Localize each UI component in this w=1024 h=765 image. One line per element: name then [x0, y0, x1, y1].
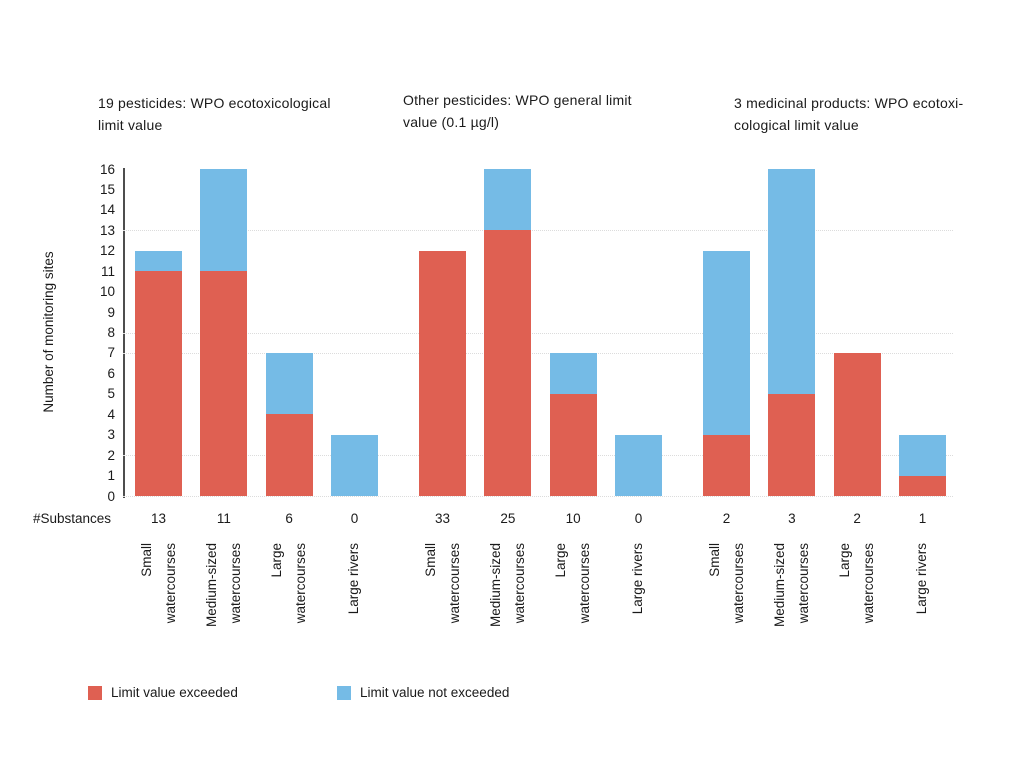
x-axis-category-label: Medium-sized watercourses [203, 543, 243, 628]
substances-count: 6 [285, 511, 293, 526]
panel-title-2: Other pesticides: WPO general limit valu… [403, 89, 632, 133]
substances-row-label: #Substances [33, 511, 112, 526]
panel-title-line: limit value [98, 117, 163, 133]
gridline [123, 230, 953, 232]
x-axis-category-label: Large watercourses [553, 543, 593, 624]
bar-segment-not-exceeded [768, 169, 816, 394]
substances-count: 0 [350, 511, 359, 526]
gridline [123, 496, 953, 497]
legend-swatch-not-exceeded-icon [337, 685, 351, 700]
panel-title-line: 3 medicinal products: WPO ecotoxi- [734, 95, 964, 111]
bar-segment-not-exceeded [200, 169, 248, 272]
x-axis-category-label: Large rivers [346, 543, 362, 615]
y-tick-label: 9 [107, 304, 115, 320]
bar-segment-exceeded [135, 271, 182, 496]
y-tick-label: 5 [107, 386, 115, 402]
y-tick-label: 7 [107, 345, 115, 361]
substances-count: 2 [722, 511, 731, 526]
legend-label-not-exceeded: Limit value not exceeded [360, 685, 510, 700]
bar-segment-exceeded [549, 393, 597, 496]
panel-title-1: 19 pesticides: WPO ecotoxicological limi… [98, 92, 331, 136]
x-axis-category-label: Large rivers [914, 543, 930, 615]
panel-title-line: cological limit value [734, 117, 859, 133]
bar-segment-not-exceeded [549, 352, 597, 394]
bar-segment-not-exceeded [265, 352, 313, 415]
panel-title-line: 19 pesticides: WPO ecotoxicological [98, 95, 331, 111]
substances-count: 13 [150, 511, 167, 526]
y-tick-label: 15 [99, 181, 115, 197]
substances-count: 3 [788, 511, 796, 526]
bar-segment-exceeded [419, 250, 466, 496]
bar-segment-exceeded [265, 414, 313, 496]
bar-segment-exceeded [898, 475, 946, 496]
substances-count: 2 [853, 511, 861, 526]
bar-segment-not-exceeded [135, 250, 182, 272]
legend-item-exceeded: Limit value exceeded [88, 685, 238, 700]
y-tick-label: 8 [107, 325, 115, 340]
substances-count: 10 [565, 511, 581, 526]
substances-count: 1 [918, 511, 927, 526]
bar-segment-not-exceeded [484, 169, 532, 231]
panel-title-3: 3 medicinal products: WPO ecotoxi- colog… [734, 92, 963, 136]
gridline [123, 332, 953, 334]
x-axis-category-label: Small watercourses [422, 543, 462, 624]
bar-segment-exceeded [768, 393, 816, 496]
y-tick-label: 1 [107, 468, 115, 484]
bar-segment-not-exceeded [898, 434, 946, 476]
bar-segment-exceeded [703, 434, 750, 496]
x-axis-category-label: Small watercourses [138, 543, 178, 624]
substances-count: 25 [500, 511, 516, 526]
x-axis-category-label: Medium-sized watercourses [487, 543, 527, 628]
panel-title-line: Other pesticides: WPO general limit [403, 92, 632, 108]
y-tick-label: 13 [99, 222, 115, 238]
panel-title-line: value (0.1 µg/l) [403, 114, 500, 130]
x-axis-category-label: Medium-sized watercourses [771, 543, 811, 628]
legend-label-exceeded: Limit value exceeded [111, 685, 238, 700]
y-tick-label: 2 [107, 447, 115, 463]
substances-count: 33 [434, 511, 451, 526]
x-axis-category-label: Large watercourses [837, 543, 877, 624]
gridline [123, 352, 953, 354]
gridline [123, 455, 953, 457]
bar-segment-not-exceeded [330, 434, 378, 496]
y-tick-label: 16 [99, 161, 115, 177]
y-tick-label: 3 [107, 427, 115, 443]
substances-count: 11 [216, 511, 231, 526]
y-tick-label: 0 [107, 488, 115, 504]
x-axis-category-label: Large rivers [630, 543, 646, 615]
bar-segment-not-exceeded [614, 434, 662, 496]
bar-segment-exceeded [833, 352, 881, 496]
bar-segment-exceeded [484, 230, 532, 496]
bar-segment-exceeded [200, 271, 248, 496]
y-tick-label: 12 [99, 243, 115, 259]
legend-swatch-exceeded-icon [88, 685, 102, 700]
y-tick-label: 11 [100, 263, 115, 279]
y-tick-label: 4 [107, 406, 115, 422]
y-tick-label: 10 [99, 284, 115, 300]
y-tick-label: 14 [99, 202, 115, 218]
x-axis-category-label: Large watercourses [269, 543, 309, 624]
legend-item-not-exceeded: Limit value not exceeded [337, 685, 509, 700]
bar-segment-not-exceeded [703, 250, 750, 435]
substances-count: 0 [634, 511, 643, 526]
x-axis-category-label: Small watercourses [706, 543, 746, 624]
y-tick-label: 6 [107, 365, 115, 381]
